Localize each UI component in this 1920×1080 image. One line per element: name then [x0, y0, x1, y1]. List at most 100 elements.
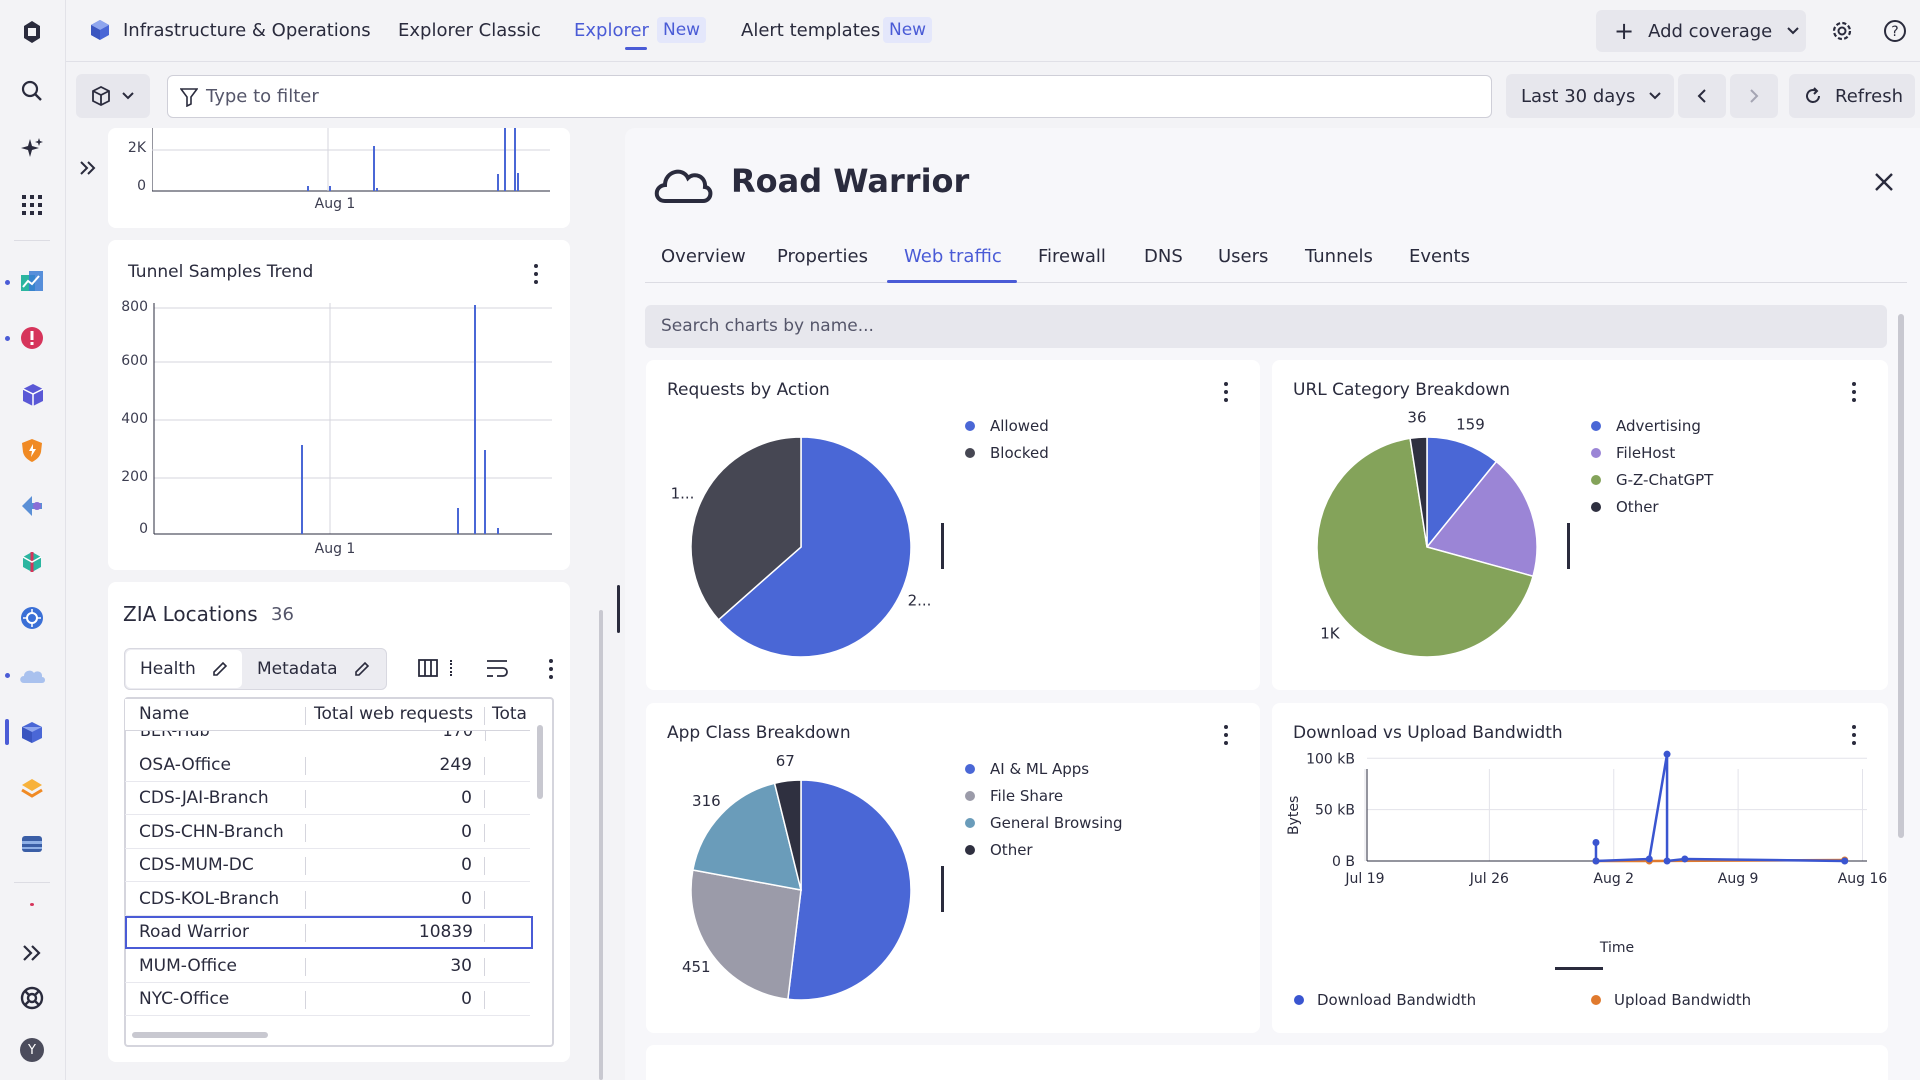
help-icon[interactable]: ?: [1883, 19, 1907, 47]
column-resize-icon[interactable]: [450, 660, 456, 676]
new-badge: New: [657, 17, 707, 43]
tab-explorer[interactable]: Explorer: [574, 20, 649, 41]
security-icon[interactable]: [16, 434, 48, 466]
y-tick: 0 B: [1332, 854, 1355, 870]
kubernetes-cube-icon[interactable]: [16, 546, 48, 578]
chart-resize-handle[interactable]: [1567, 523, 1570, 569]
user-avatar[interactable]: Y: [16, 1034, 48, 1066]
next-timeframe-button[interactable]: [1730, 74, 1778, 118]
pie-chart: 2... 1... Allowed Blocked: [671, 417, 1049, 658]
more-options-icon[interactable]: [1851, 382, 1857, 402]
detail-title: Road Warrior: [731, 162, 970, 200]
legend-label: Upload Bandwidth: [1614, 991, 1751, 1009]
tab-firewall[interactable]: Firewall: [1038, 246, 1106, 267]
tab-overview[interactable]: Overview: [661, 246, 746, 267]
table-row[interactable]: BER-Hub 170: [126, 731, 531, 748]
more-options-icon[interactable]: [533, 264, 539, 284]
chart-resize-handle[interactable]: [941, 523, 944, 569]
timeframe-selector[interactable]: Last 30 days: [1506, 74, 1674, 118]
detail-scrollbar[interactable]: [1898, 314, 1904, 838]
tab-events[interactable]: Events: [1409, 246, 1470, 267]
left-panel-scrollbar[interactable]: [599, 610, 603, 1080]
kubernetes-icon[interactable]: [16, 602, 48, 634]
chart-resize-handle[interactable]: [941, 866, 944, 912]
app-title: Infrastructure & Operations: [123, 20, 371, 41]
more-options-icon[interactable]: [548, 659, 554, 679]
slice-label: 36: [1407, 408, 1426, 426]
legend-label: File Share: [990, 787, 1063, 805]
cloud-icon[interactable]: [16, 659, 48, 691]
chart-card-app-class: App Class Breakdown 451 316 67 AI & ML Apps…: [646, 703, 1260, 1033]
chart-card-bandwidth: Download vs Upload Bandwidth Jul 19 Jul 2…: [1272, 703, 1888, 1033]
y-tick: 200: [121, 469, 148, 485]
y-tick: 400: [121, 411, 148, 427]
previous-timeframe-button[interactable]: [1678, 74, 1726, 118]
infrastructure-icon[interactable]: [16, 378, 48, 410]
chart-title: App Class Breakdown: [667, 723, 851, 743]
database-icon[interactable]: [16, 828, 48, 860]
tab-properties[interactable]: Properties: [777, 246, 868, 267]
filter-input[interactable]: Type to filter: [167, 75, 1492, 118]
svg-text:?: ?: [1891, 24, 1898, 40]
table-row-selected[interactable]: Road Warrior 10839: [125, 916, 533, 949]
infrastructure-ops-icon[interactable]: [16, 716, 48, 748]
columns-icon[interactable]: [417, 657, 439, 683]
dashboards-icon[interactable]: [16, 266, 48, 298]
y-tick: 100 kB: [1306, 751, 1355, 767]
edit-pencil-icon: [355, 661, 370, 676]
legend-marker: [1591, 448, 1601, 458]
tab-tunnels[interactable]: Tunnels: [1305, 246, 1373, 267]
expand-nav-icon[interactable]: [16, 937, 48, 969]
metadata-tab[interactable]: Metadata: [243, 650, 383, 688]
problems-icon[interactable]: [16, 322, 48, 354]
column-header-name[interactable]: Name: [139, 704, 190, 724]
search-icon[interactable]: [16, 75, 48, 107]
chart-title: Requests by Action: [667, 380, 830, 400]
line-wrap-icon[interactable]: [485, 657, 509, 683]
tab-web-traffic[interactable]: Web traffic: [904, 246, 1002, 267]
more-options-icon[interactable]: [1223, 382, 1229, 402]
tab-alert-templates[interactable]: Alert templates: [741, 20, 881, 41]
panel-resize-handle[interactable]: [617, 585, 620, 633]
slice-label: 1K: [1320, 625, 1341, 643]
y-tick: 800: [121, 299, 148, 315]
series-point: [1592, 839, 1600, 847]
pie-slice: [773, 779, 802, 891]
active-tab-indicator: [887, 280, 1017, 283]
tab-users[interactable]: Users: [1218, 246, 1269, 267]
search-charts-input[interactable]: Search charts by name...: [645, 305, 1887, 348]
close-icon[interactable]: [1874, 172, 1894, 196]
add-coverage-button[interactable]: + Add coverage: [1596, 10, 1806, 52]
table-row[interactable]: CDS-CHN-Branch 0: [125, 816, 530, 849]
cloud-automation-icon[interactable]: [16, 772, 48, 804]
column-header-total[interactable]: Tota: [492, 704, 527, 724]
expand-panel-icon[interactable]: [79, 160, 97, 180]
column-header-total-web-requests[interactable]: Total web requests: [314, 704, 474, 724]
tab-dns[interactable]: DNS: [1144, 246, 1183, 267]
legend-label: Allowed: [990, 417, 1049, 435]
table-row[interactable]: CDS-JAI-Branch 0: [125, 782, 530, 815]
tab-explorer-classic[interactable]: Explorer Classic: [398, 20, 541, 41]
settings-gear-icon[interactable]: [1830, 19, 1854, 47]
more-options-icon[interactable]: [1851, 725, 1857, 745]
table-row[interactable]: CDS-MUM-DC 0: [125, 849, 530, 882]
help-lifebuoy-icon[interactable]: [16, 982, 48, 1014]
refresh-button[interactable]: Refresh: [1789, 74, 1915, 118]
logo-icon[interactable]: [16, 16, 48, 48]
pie-slice: [691, 782, 803, 891]
legend-label: FileHost: [1616, 444, 1675, 462]
slice-label: 67: [776, 752, 795, 770]
table-row[interactable]: MUM-Office 30: [125, 950, 530, 983]
table-row[interactable]: OSA-Office 249: [125, 749, 530, 782]
entity-type-selector[interactable]: [76, 74, 150, 118]
services-icon[interactable]: [16, 490, 48, 522]
table-row[interactable]: NYC-Office 0: [125, 983, 530, 1016]
health-tab[interactable]: Health: [126, 650, 242, 688]
apps-grid-icon[interactable]: [16, 189, 48, 221]
table-vertical-scrollbar[interactable]: [537, 725, 543, 799]
table-horizontal-scrollbar[interactable]: [132, 1032, 268, 1038]
more-options-icon[interactable]: [1223, 725, 1229, 745]
card-title: Tunnel Samples Trend: [128, 262, 314, 282]
sparkle-icon[interactable]: [16, 132, 48, 164]
table-row[interactable]: CDS-KOL-Branch 0: [125, 883, 530, 916]
